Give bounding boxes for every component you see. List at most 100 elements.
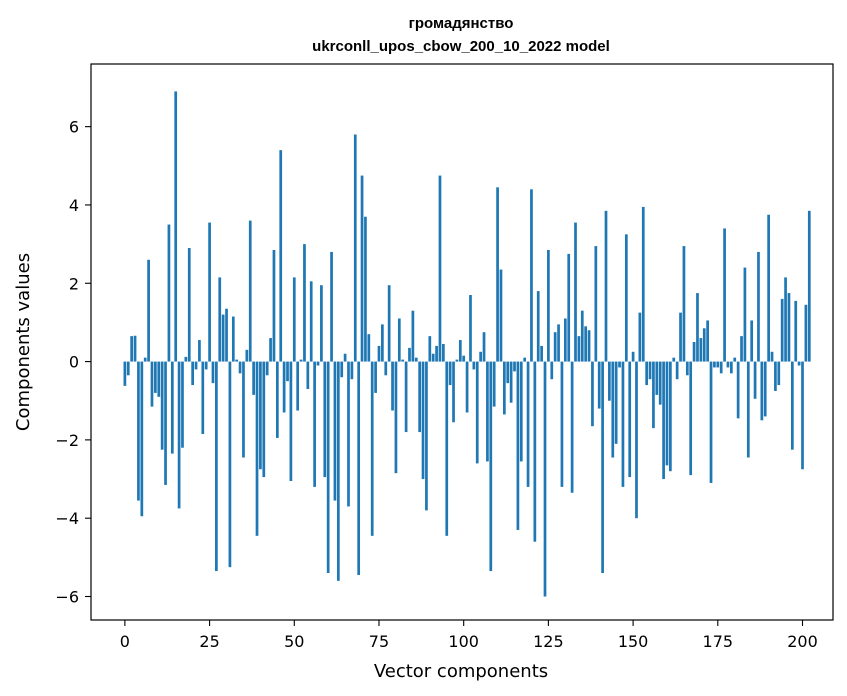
- bar: [513, 361, 516, 372]
- bar: [618, 361, 621, 368]
- bar: [574, 222, 577, 362]
- bar: [414, 357, 418, 362]
- bar: [763, 361, 767, 417]
- bar: [306, 361, 310, 389]
- bar: [750, 320, 754, 362]
- bar: [228, 361, 232, 568]
- bar: [536, 291, 540, 362]
- bar: [496, 187, 499, 362]
- bar: [743, 267, 747, 362]
- bar: [641, 206, 645, 362]
- bar: [170, 361, 174, 454]
- y-axis-label: Components values: [13, 253, 34, 431]
- bar: [140, 361, 144, 517]
- bar: [177, 361, 181, 509]
- bar: [252, 361, 255, 395]
- bar: [767, 214, 770, 362]
- bar: [526, 361, 530, 487]
- bar: [784, 277, 787, 362]
- y-tick-label: −4: [55, 509, 79, 528]
- bar: [713, 361, 716, 368]
- bar: [381, 324, 384, 362]
- bar: [191, 361, 194, 386]
- bar: [201, 361, 205, 435]
- bar: [621, 361, 625, 487]
- bar: [194, 361, 198, 370]
- bar: [804, 304, 808, 362]
- bar: [530, 189, 533, 362]
- bar: [231, 316, 235, 362]
- bar: [218, 277, 222, 362]
- y-tick-label: −6: [55, 588, 79, 607]
- bar: [401, 359, 405, 362]
- bar: [242, 361, 245, 458]
- bar: [614, 361, 618, 444]
- bar: [418, 361, 421, 433]
- bar: [475, 361, 479, 464]
- bar: [282, 361, 286, 413]
- bar: [181, 361, 184, 448]
- bar: [503, 361, 506, 415]
- bar: [787, 293, 791, 362]
- bar: [486, 361, 489, 462]
- bar: [645, 361, 649, 386]
- bar: [143, 357, 147, 362]
- bar: [221, 314, 225, 362]
- bar: [523, 357, 527, 362]
- chart-title-line1: громадянство: [409, 15, 514, 32]
- y-tick-label: 6: [69, 118, 79, 137]
- bar: [594, 246, 598, 362]
- bar: [374, 361, 377, 393]
- bar: [655, 361, 659, 395]
- bar: [628, 361, 632, 478]
- bar: [435, 345, 438, 362]
- bar: [553, 332, 557, 362]
- bar: [580, 310, 584, 362]
- bar: [652, 361, 655, 429]
- bar: [631, 351, 635, 362]
- bar: [699, 338, 703, 362]
- x-tick-label: 50: [284, 632, 304, 651]
- bar: [557, 324, 560, 362]
- bar: [394, 361, 398, 474]
- bar: [740, 336, 743, 362]
- bar: [343, 353, 347, 362]
- bar: [587, 330, 591, 362]
- bar: [126, 361, 130, 376]
- bar: [648, 361, 652, 380]
- bar: [519, 361, 523, 462]
- bar: [357, 361, 361, 575]
- bar: [377, 345, 381, 362]
- bar: [462, 355, 466, 362]
- bar: [269, 338, 272, 362]
- bar: [316, 361, 320, 366]
- bar: [597, 361, 601, 409]
- bar: [157, 361, 161, 397]
- bar: [584, 326, 588, 362]
- bar: [404, 361, 408, 433]
- bar: [208, 222, 211, 362]
- x-axis-ticks: 0 25 50 75 100 125 150 175 200: [120, 620, 818, 651]
- y-tick-label: −2: [55, 431, 79, 450]
- x-tick-label: 0: [120, 632, 130, 651]
- bar: [567, 253, 571, 362]
- bar: [367, 334, 371, 362]
- bar: [563, 318, 567, 362]
- bar: [492, 361, 496, 407]
- bar: [682, 246, 686, 362]
- bar: [516, 361, 520, 530]
- bar: [408, 347, 411, 362]
- bar: [286, 361, 289, 382]
- bar: [303, 244, 306, 362]
- bar: [723, 228, 726, 362]
- bar: [672, 357, 676, 362]
- bar: [746, 361, 750, 458]
- bar: [608, 361, 611, 401]
- bar: [482, 332, 486, 362]
- bar: [333, 361, 337, 501]
- y-tick-label: 4: [69, 196, 79, 215]
- bar: [719, 361, 723, 374]
- bar: [658, 361, 662, 405]
- bar: [184, 356, 188, 362]
